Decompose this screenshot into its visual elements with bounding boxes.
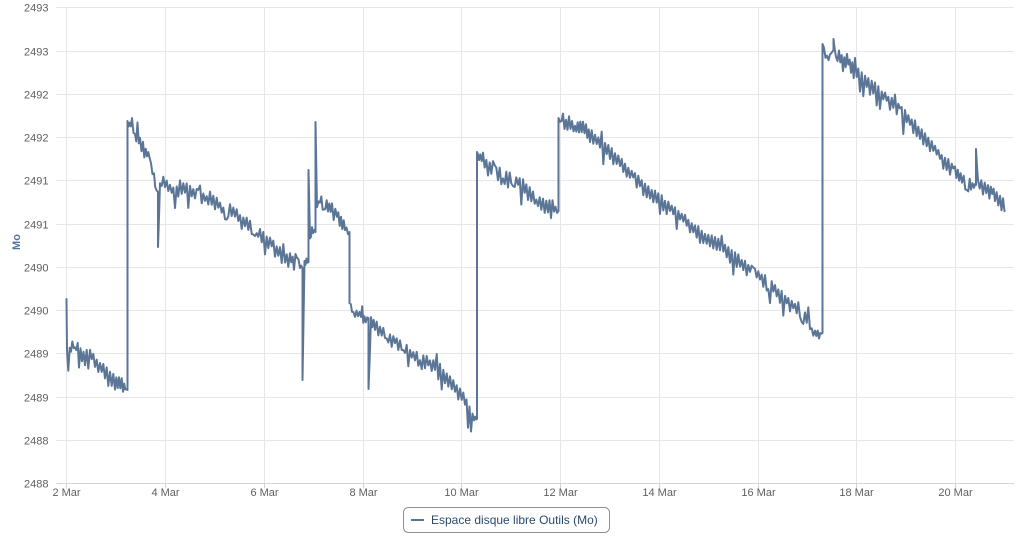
svg-text:2489: 2489 [24, 393, 48, 405]
svg-text:2489: 2489 [24, 349, 48, 361]
svg-text:12 Mar: 12 Mar [543, 487, 578, 499]
svg-text:2 Mar: 2 Mar [52, 487, 80, 499]
svg-text:2488: 2488 [24, 479, 48, 491]
svg-text:14 Mar: 14 Mar [642, 487, 677, 499]
svg-text:Mo: Mo [11, 234, 23, 250]
svg-text:2490: 2490 [24, 263, 48, 275]
svg-text:8 Mar: 8 Mar [349, 487, 377, 499]
svg-text:2490: 2490 [24, 306, 48, 318]
svg-text:4 Mar: 4 Mar [151, 487, 179, 499]
svg-text:18 Mar: 18 Mar [839, 487, 874, 499]
svg-text:2488: 2488 [24, 436, 48, 448]
svg-text:16 Mar: 16 Mar [741, 487, 776, 499]
svg-text:2492: 2492 [24, 133, 48, 145]
svg-text:2493: 2493 [24, 47, 48, 59]
svg-text:10 Mar: 10 Mar [444, 487, 479, 499]
svg-text:Espace disque libre Outils (Mo: Espace disque libre Outils (Mo) [431, 513, 598, 527]
svg-text:20 Mar: 20 Mar [938, 487, 973, 499]
svg-text:6 Mar: 6 Mar [250, 487, 278, 499]
svg-text:2492: 2492 [24, 90, 48, 102]
svg-text:2493: 2493 [24, 3, 48, 15]
svg-text:2491: 2491 [24, 176, 48, 188]
svg-text:2491: 2491 [24, 220, 48, 232]
